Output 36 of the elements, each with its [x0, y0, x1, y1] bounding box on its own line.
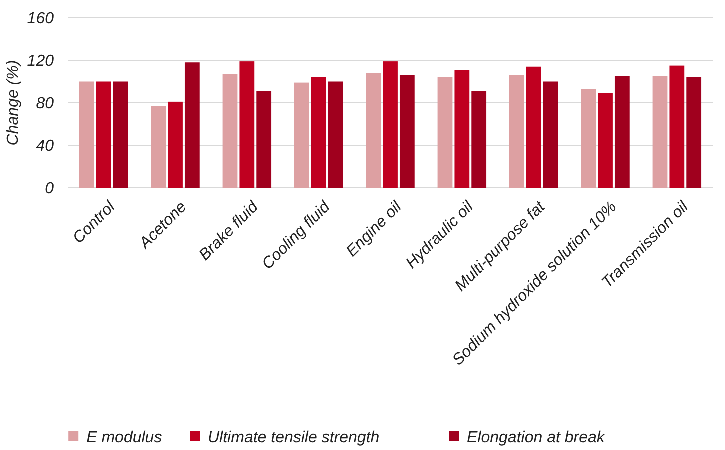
y-tick-label: 120 — [27, 53, 54, 70]
bar — [400, 75, 415, 188]
bar — [151, 106, 166, 188]
bar — [184, 62, 200, 188]
y-tick-label: 0 — [45, 180, 54, 198]
y-tick-label: 40 — [36, 138, 54, 156]
bar — [256, 91, 272, 188]
bar — [598, 93, 613, 188]
bar — [543, 82, 558, 188]
bar — [686, 78, 702, 188]
bar — [96, 82, 112, 188]
legend-label: Ultimate tensile strength — [208, 430, 380, 447]
bar — [311, 78, 326, 188]
bar — [652, 76, 668, 188]
y-tick-label: 160 — [27, 10, 54, 28]
bar — [509, 75, 524, 188]
bar — [581, 89, 596, 188]
legend-label: E modulus — [86, 430, 162, 447]
legend-label: Elongation at break — [467, 430, 606, 447]
bar — [438, 78, 453, 188]
y-axis-title: Change (%) — [5, 60, 22, 146]
bar — [614, 76, 630, 188]
bar — [670, 66, 685, 188]
y-tick-label: 80 — [36, 96, 54, 113]
bar — [222, 74, 238, 188]
bar — [366, 73, 382, 188]
bar — [454, 70, 470, 188]
bar — [526, 66, 542, 188]
bar — [79, 82, 94, 188]
bar — [168, 102, 183, 188]
bar — [383, 62, 398, 188]
bar — [240, 62, 255, 188]
bar — [294, 82, 310, 188]
bar — [113, 82, 128, 188]
bar — [328, 82, 344, 188]
bar — [472, 91, 487, 188]
